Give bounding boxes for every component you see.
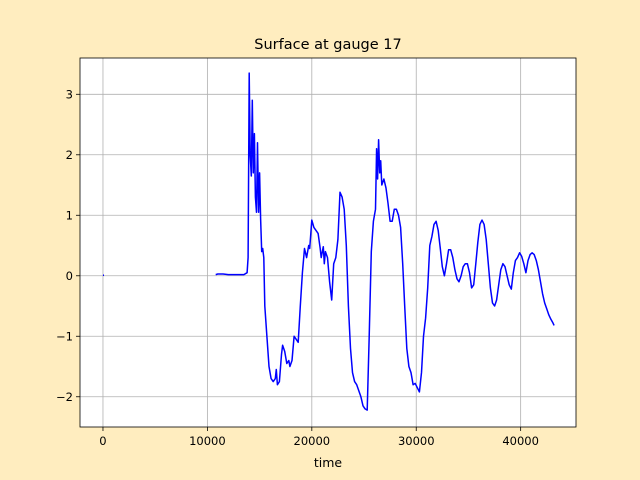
x-tick-label: 40000: [502, 434, 539, 448]
plot-frame: [79, 57, 577, 428]
x-tick-label: 0: [99, 434, 106, 448]
series-lines: [103, 72, 555, 411]
x-axis-label: time: [314, 455, 343, 470]
y-tick-label: 2: [66, 148, 73, 162]
y-tick-label: 3: [66, 87, 73, 101]
y-axis-ticks: −2 −1 0 1 2 3: [56, 87, 80, 404]
series-line: [215, 72, 555, 411]
y-tick-label: −1: [56, 329, 73, 343]
grid-lines: [80, 58, 576, 427]
plot-area-background: [80, 58, 576, 427]
x-axis-ticks: 0 10000 20000 30000 40000: [99, 427, 539, 448]
x-tick-label: 10000: [189, 434, 226, 448]
chart-title: Surface at gauge 17: [254, 37, 402, 53]
x-tick-label: 20000: [294, 434, 331, 448]
y-tick-label: 0: [66, 269, 73, 283]
x-tick-label: 30000: [398, 434, 435, 448]
y-tick-label: 1: [66, 208, 73, 222]
y-tick-label: −2: [56, 390, 73, 404]
